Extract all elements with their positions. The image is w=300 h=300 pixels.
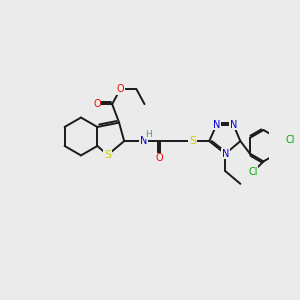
Text: O: O (116, 84, 124, 94)
Text: S: S (104, 150, 111, 160)
Text: N: N (140, 136, 147, 146)
Text: N: N (230, 120, 237, 130)
Text: O: O (156, 153, 163, 164)
Text: S: S (189, 136, 196, 146)
Text: Cl: Cl (248, 167, 258, 177)
Text: N: N (213, 120, 220, 130)
Text: Cl: Cl (285, 135, 295, 145)
Text: H: H (145, 130, 152, 139)
Text: N: N (222, 149, 229, 159)
Text: O: O (93, 99, 101, 109)
